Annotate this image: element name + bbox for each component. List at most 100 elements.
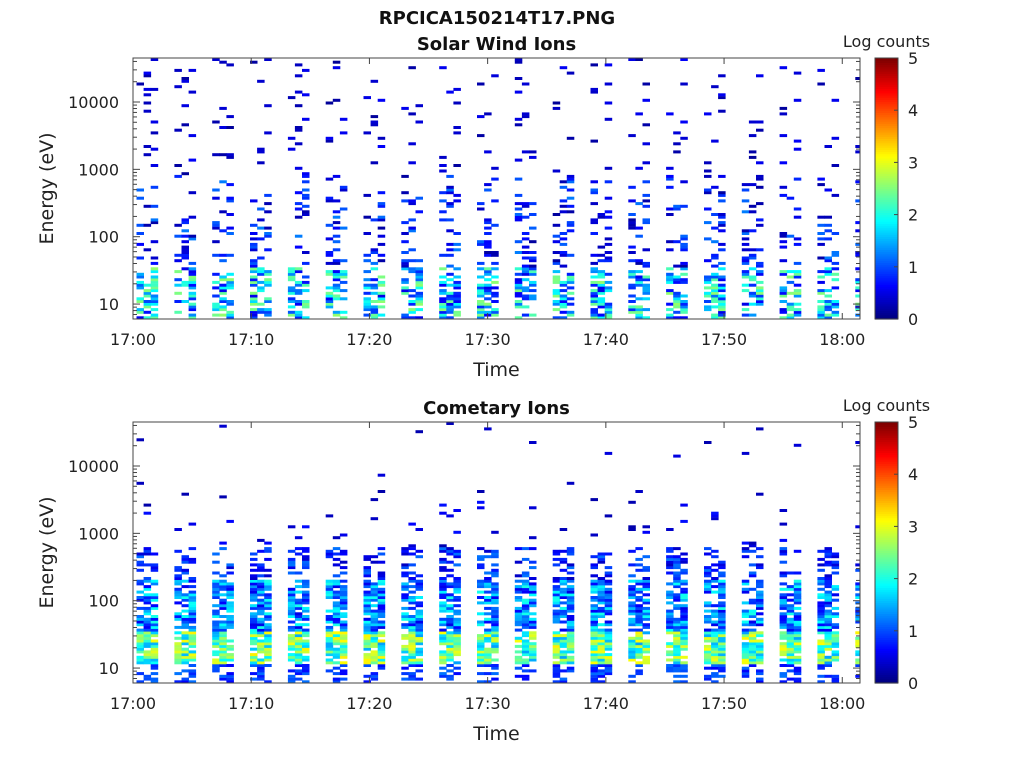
heatmap-cell	[704, 207, 712, 211]
heatmap-cell	[370, 305, 379, 309]
heatmap-cell	[188, 308, 197, 312]
heatmap-cell	[339, 560, 348, 564]
heatmap-cell	[566, 253, 575, 257]
heatmap-cell	[786, 661, 795, 665]
heatmap-cell	[150, 286, 159, 290]
heatmap-cell	[370, 631, 379, 635]
heatmap-cell	[824, 623, 832, 627]
heatmap-cell	[756, 596, 764, 599]
heatmap-cell	[855, 617, 860, 621]
heatmap-cell	[188, 577, 197, 580]
heatmap-cell	[514, 302, 523, 306]
heatmap-cell	[287, 286, 296, 290]
heatmap-cell	[779, 587, 788, 591]
heatmap-cell	[287, 587, 296, 591]
heatmap-cell	[741, 666, 750, 670]
heatmap-cell	[514, 123, 523, 127]
heatmap-cell	[453, 623, 461, 627]
heatmap-cell	[786, 655, 795, 659]
heatmap-cell	[250, 300, 258, 303]
heatmap-cell	[642, 609, 650, 613]
heatmap-cell	[453, 647, 461, 651]
heatmap-cell	[824, 270, 832, 274]
heatmap-cell	[401, 221, 409, 225]
heatmap-cell	[264, 131, 272, 135]
heatmap-cell	[484, 639, 492, 643]
heatmap-cell	[817, 674, 825, 678]
heatmap-cell	[174, 253, 182, 257]
heatmap-cell	[439, 579, 447, 583]
heatmap-cell	[855, 289, 860, 293]
heatmap-cell	[143, 585, 152, 589]
heatmap-cell	[824, 642, 832, 646]
heatmap-cell	[212, 302, 220, 306]
heatmap-cell	[491, 666, 499, 670]
heatmap-cell	[604, 451, 613, 455]
heatmap-cell	[635, 166, 643, 170]
heatmap-cell	[257, 598, 265, 602]
heatmap-cell	[226, 601, 234, 605]
heatmap-cell	[529, 669, 537, 673]
heatmap-cell	[250, 310, 258, 314]
heatmap-cell	[566, 571, 575, 575]
heatmap-cell	[666, 207, 674, 211]
heatmap-cell	[642, 221, 650, 225]
heatmap-cell	[325, 642, 334, 646]
heatmap-cell	[264, 680, 272, 683]
heatmap-cell	[566, 579, 575, 583]
heatmap-cell	[786, 305, 795, 309]
heatmap-cell	[257, 270, 265, 274]
heatmap-cell	[181, 617, 189, 621]
heatmap-cell	[264, 604, 272, 608]
colorbar-step	[875, 489, 898, 493]
heatmap-cell	[552, 644, 561, 648]
heatmap-cell	[143, 606, 152, 610]
heatmap-cell	[150, 316, 159, 319]
heatmap-cell	[294, 245, 303, 249]
heatmap-cell	[779, 598, 788, 602]
heatmap-cell	[514, 305, 523, 309]
heatmap-cell	[415, 661, 423, 665]
heatmap-cell	[824, 145, 832, 148]
heatmap-cell	[680, 582, 688, 586]
heatmap-cell	[786, 669, 795, 673]
heatmap-cell	[332, 596, 341, 599]
heatmap-cell	[264, 639, 272, 643]
heatmap-cell	[786, 308, 795, 312]
heatmap-cell	[415, 549, 423, 553]
heatmap-cell	[628, 642, 636, 646]
heatmap-cell	[824, 302, 832, 306]
heatmap-cell	[302, 615, 310, 618]
heatmap-cell	[484, 579, 492, 583]
heatmap-cell	[332, 647, 341, 651]
heatmap-cell	[408, 628, 416, 632]
heatmap-cell	[302, 261, 310, 265]
heatmap-cell	[250, 612, 258, 616]
heatmap-cell	[718, 664, 726, 667]
heatmap-cell	[718, 574, 726, 578]
heatmap-cell	[711, 655, 719, 659]
heatmap-cell	[287, 601, 296, 605]
heatmap-cell	[748, 639, 757, 643]
heatmap-cell	[673, 240, 681, 244]
heatmap-cell	[590, 139, 598, 143]
heatmap-cell	[559, 316, 568, 319]
heatmap-cell	[666, 593, 674, 597]
heatmap-cell	[150, 666, 159, 670]
heatmap-cell	[150, 596, 159, 599]
heatmap-cell	[491, 650, 499, 654]
heatmap-cell	[711, 674, 719, 678]
heatmap-cell	[446, 291, 454, 295]
heatmap-cell	[529, 642, 537, 646]
heatmap-cell	[666, 642, 674, 646]
heatmap-cell	[529, 617, 537, 621]
heatmap-cell	[635, 568, 643, 572]
heatmap-cell	[484, 555, 492, 559]
heatmap-cell	[332, 270, 341, 274]
heatmap-cell	[793, 237, 802, 241]
heatmap-cell	[477, 286, 485, 290]
heatmap-cell	[408, 650, 416, 654]
heatmap-cell	[559, 680, 568, 683]
heatmap-cell	[521, 294, 530, 298]
heatmap-cell	[491, 582, 499, 586]
